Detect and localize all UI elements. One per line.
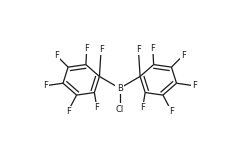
Text: F: F	[43, 81, 48, 90]
Text: F: F	[66, 107, 71, 116]
Text: F: F	[192, 81, 197, 90]
Text: F: F	[169, 107, 174, 116]
Text: F: F	[54, 51, 59, 60]
Text: F: F	[95, 103, 99, 112]
Text: F: F	[99, 45, 104, 54]
Text: F: F	[136, 45, 141, 54]
Text: F: F	[181, 51, 186, 60]
Text: Cl: Cl	[116, 105, 124, 114]
Text: F: F	[140, 103, 145, 112]
Text: B: B	[117, 84, 123, 93]
Text: F: F	[84, 44, 89, 53]
Text: F: F	[150, 44, 155, 53]
